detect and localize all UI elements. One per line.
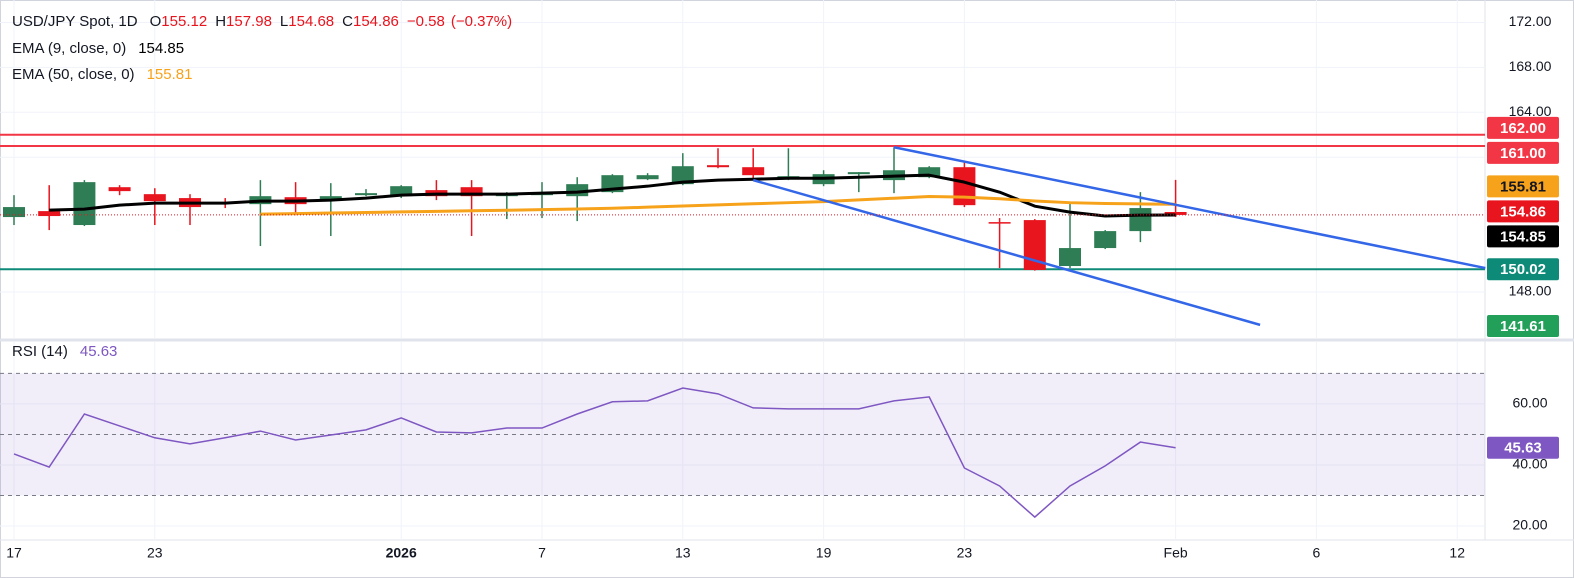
- x-tick-label: 7: [538, 545, 546, 561]
- candle-body: [38, 211, 61, 217]
- change-percent: (−0.37%): [451, 13, 512, 30]
- ohlc-name: L: [280, 13, 288, 30]
- y-tick-label: 164.00: [1509, 103, 1552, 119]
- candle-body: [3, 207, 25, 218]
- x-tick-label: 23: [147, 545, 163, 561]
- x-tick-label: 13: [675, 545, 691, 561]
- rsi-legend-value: 45.63: [80, 343, 118, 360]
- legend-value: 154.85: [138, 40, 184, 57]
- rsi-line: [13, 387, 1176, 519]
- candle-body: [918, 167, 941, 178]
- x-tick-label: 2026: [386, 545, 417, 561]
- candle-body: [953, 167, 976, 206]
- price-badge-label: 162.00: [1500, 120, 1546, 137]
- ohlc-value: 154.86: [353, 13, 399, 30]
- price-badge: [1487, 315, 1559, 337]
- candle-body: [1094, 231, 1117, 249]
- price-badge-label: 155.81: [1500, 178, 1546, 195]
- ohlc-value: 154.68: [288, 13, 334, 30]
- price-badge: [1487, 258, 1559, 281]
- y-tick-label: 172.00: [1509, 13, 1552, 29]
- x-tick-label: 6: [1313, 545, 1321, 561]
- candle-body: [1164, 212, 1187, 215]
- x-tick-label: Feb: [1164, 545, 1188, 561]
- x-tick-label: 12: [1449, 545, 1465, 561]
- candle-body: [847, 172, 870, 175]
- trend-line: [893, 145, 1486, 270]
- price-badge: [1487, 116, 1559, 139]
- ohlc-name: H: [215, 13, 226, 30]
- ohlc-name: O: [150, 13, 162, 30]
- candle-body: [742, 167, 765, 176]
- price-badge-label: 141.61: [1500, 318, 1546, 335]
- ohlc-name: C: [342, 13, 353, 30]
- y-tick-label: 40.00: [1512, 456, 1547, 472]
- candle-body: [671, 166, 694, 185]
- price-badge: [1487, 436, 1559, 459]
- rsi-legend-name: RSI (14): [12, 343, 68, 360]
- price-badge-label: 154.85: [1500, 228, 1546, 245]
- candle-body: [319, 196, 342, 200]
- chart-title: USD/JPY Spot, 1D: [12, 13, 138, 30]
- candle-body: [988, 222, 1011, 224]
- legend-name: EMA (9, close, 0): [12, 40, 126, 57]
- legend-name: EMA (50, close, 0): [12, 66, 135, 83]
- price-badge: [1487, 200, 1559, 223]
- candle-body: [355, 193, 377, 196]
- price-badge-label: 45.63: [1504, 440, 1542, 457]
- price-badge: [1487, 141, 1559, 164]
- ohlc-value: 157.98: [226, 13, 272, 30]
- x-tick-label: 19: [816, 545, 832, 561]
- x-tick-label: 23: [957, 545, 973, 561]
- price-badge: [1487, 175, 1559, 198]
- price-badge-label: 150.02: [1500, 261, 1546, 278]
- y-tick-label: 20.00: [1512, 517, 1547, 533]
- candle-body: [1129, 208, 1152, 232]
- legend-value: 155.81: [147, 66, 193, 83]
- candle-body: [1059, 248, 1081, 267]
- candle-body: [460, 187, 483, 197]
- y-tick-label: 168.00: [1509, 58, 1552, 74]
- trend-line: [752, 178, 1261, 327]
- change-value: −0.58: [407, 13, 445, 30]
- candle-body: [390, 186, 413, 197]
- price-badge-label: 154.86: [1500, 203, 1546, 220]
- ema-line: [49, 173, 1176, 218]
- y-tick-label: 148.00: [1509, 283, 1552, 299]
- candle-body: [636, 175, 659, 180]
- candle-body: [73, 182, 96, 226]
- candle-body: [707, 165, 729, 168]
- x-tick-label: 17: [6, 545, 22, 561]
- price-badge: [1487, 225, 1559, 248]
- ohlc-value: 155.12: [161, 13, 207, 30]
- candle-body: [143, 194, 166, 202]
- candle-body: [108, 187, 131, 192]
- ema-line: [260, 195, 1176, 216]
- rsi-band: [0, 373, 1485, 496]
- y-tick-label: 60.00: [1512, 395, 1547, 411]
- price-badge-label: 161.00: [1500, 145, 1546, 162]
- candle-body: [1023, 220, 1046, 270]
